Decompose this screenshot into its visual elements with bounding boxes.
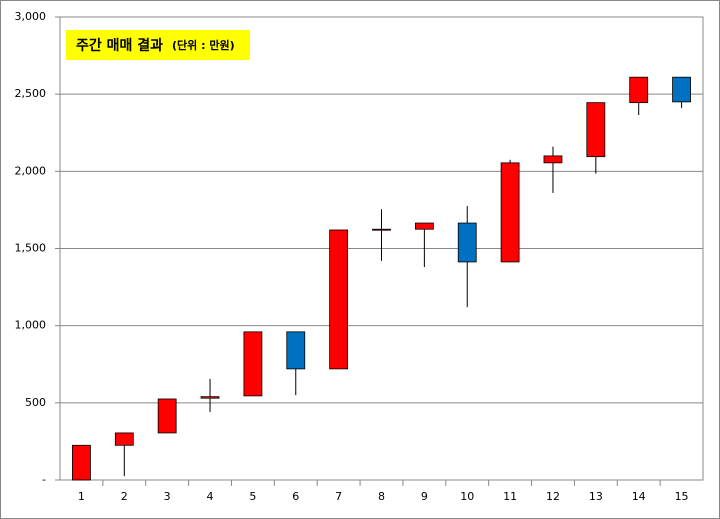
chart-subtitle: (단위 : 만원) [172, 38, 235, 52]
candle-body [329, 229, 349, 370]
y-tick-label: 3,000 [15, 10, 47, 23]
x-tick-label: 2 [121, 490, 128, 503]
y-tick-label: 2,500 [15, 87, 47, 100]
x-tick-label: 7 [335, 490, 342, 503]
x-tick-label: 6 [292, 490, 299, 503]
y-tick-label: 1,500 [15, 242, 47, 255]
x-tick-label: 15 [675, 490, 689, 503]
y-tick-label: 500 [25, 396, 46, 409]
candle-body [200, 396, 220, 399]
x-tick-label: 4 [207, 490, 214, 503]
x-tick-label: 1 [78, 490, 85, 503]
candle-body [457, 222, 477, 263]
candle-body [414, 222, 434, 230]
title-box [66, 30, 250, 60]
candle-body [72, 444, 91, 481]
candle-body [157, 398, 177, 434]
x-tick-label: 9 [421, 490, 428, 503]
x-tick-label: 10 [460, 490, 474, 503]
x-tick-label: 13 [589, 490, 603, 503]
candle-body [543, 155, 563, 164]
candle-body [243, 331, 263, 397]
y-tick-label: - [42, 473, 46, 486]
x-tick-label: 8 [378, 490, 385, 503]
y-tick-label: 1,000 [15, 319, 47, 332]
candle-body [500, 162, 520, 263]
y-tick-label: 2,000 [15, 164, 47, 177]
candle-body [372, 228, 391, 231]
x-tick-label: 12 [546, 490, 560, 503]
x-tick-label: 11 [503, 490, 517, 503]
candle-body [629, 76, 649, 104]
chart-title: 주간 매매 결과 [76, 37, 163, 54]
candle-body [586, 102, 606, 158]
candle-body [286, 331, 306, 370]
x-tick-label: 3 [164, 490, 171, 503]
x-tick-label: 5 [249, 490, 256, 503]
candle-body [672, 76, 691, 103]
x-tick-label: 14 [632, 490, 646, 503]
candle-body [114, 432, 134, 446]
